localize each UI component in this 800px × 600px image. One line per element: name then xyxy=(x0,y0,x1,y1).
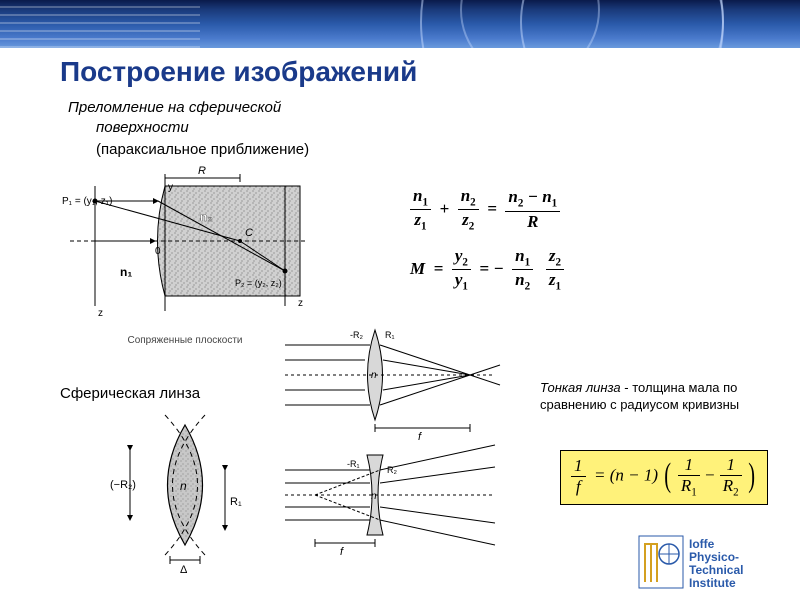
lensmaker-equation: 1f = (n − 1) ( 1R1 − 1R2 ) xyxy=(560,450,768,505)
refraction-diagram: C R P₁ = (y₁, z₁) P₂ = (y₂, z₂) n₁ n₂ y … xyxy=(60,158,310,346)
refraction-equation: n1z1 + n2z2 = n2 − n1R xyxy=(410,186,564,234)
svg-text:P₂ = (y₂, z₂): P₂ = (y₂, z₂) xyxy=(235,278,282,288)
svg-text:R₂: R₂ xyxy=(387,465,397,475)
concave-lens-diagram: -R₁ R₂ n f xyxy=(285,445,495,555)
svg-text:R₁: R₁ xyxy=(385,330,395,340)
svg-text:n: n xyxy=(371,491,377,502)
lens-shape-diagram: n (−R₂) R₁ Δ xyxy=(110,410,270,575)
lens-ray-diagrams: -R₂ R₁ n f -R₁ R₂ n f xyxy=(275,320,505,555)
subtitle-refraction: Преломление на сферической поверхности xyxy=(68,98,750,139)
svg-text:Technical: Technical xyxy=(689,563,743,577)
conjugate-planes-caption: Сопряженные плоскости xyxy=(60,335,310,346)
svg-text:Ioffe: Ioffe xyxy=(689,537,715,551)
svg-text:R₁: R₁ xyxy=(230,496,242,508)
svg-text:z: z xyxy=(298,298,303,309)
page-title: Построение изображений xyxy=(60,56,750,88)
svg-text:n₂: n₂ xyxy=(200,210,213,224)
svg-text:n: n xyxy=(180,479,187,493)
svg-text:f: f xyxy=(418,431,422,443)
svg-text:z: z xyxy=(98,308,103,319)
magnification-equation: M = y2y1 = − n1n2 z2z1 xyxy=(410,246,564,294)
svg-text:-R₁: -R₁ xyxy=(347,459,360,469)
svg-text:f: f xyxy=(340,546,344,555)
svg-text:Institute: Institute xyxy=(689,576,736,590)
ioffe-logo: Ioffe Physico- Technical Institute xyxy=(637,534,782,590)
svg-text:-R₂: -R₂ xyxy=(350,330,363,340)
svg-text:C: C xyxy=(245,227,253,239)
svg-text:n₁: n₁ xyxy=(120,265,132,279)
svg-text:P₁ = (y₁, z₁): P₁ = (y₁, z₁) xyxy=(62,196,112,207)
thin-lens-definition: Тонкая линза - толщина мала по сравнению… xyxy=(540,380,770,414)
spherical-lens-label: Сферическая линза xyxy=(60,385,200,402)
subtitle-paraxial: (параксиальное приближение) xyxy=(96,141,750,158)
svg-text:0: 0 xyxy=(155,246,161,257)
svg-text:Δ: Δ xyxy=(180,564,188,575)
convex-lens-diagram: -R₂ R₁ n f xyxy=(285,330,500,443)
svg-text:y: y xyxy=(168,182,173,193)
svg-text:(−R₂): (−R₂) xyxy=(110,479,136,491)
svg-text:Physico-: Physico- xyxy=(689,550,739,564)
top-banner xyxy=(0,0,800,48)
svg-text:n: n xyxy=(371,370,377,381)
svg-text:R: R xyxy=(198,166,206,177)
